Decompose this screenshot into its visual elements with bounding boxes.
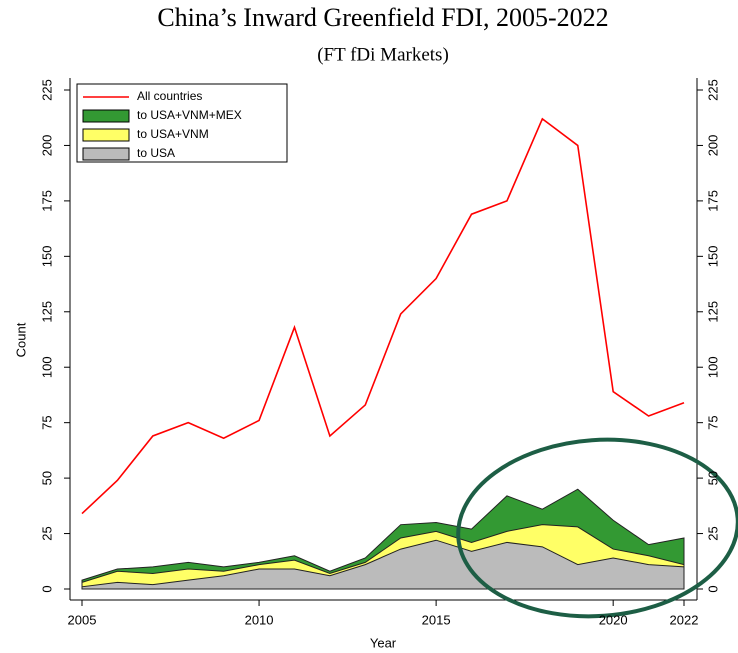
legend-swatch [82,109,130,123]
legend: All countries to USA+VNM+MEX to USA+VNM to … [76,83,288,163]
y2-tick-label: 225 [705,79,720,101]
y-tick-label: 100 [39,356,54,378]
y-tick-label: 175 [39,190,54,212]
y-tick-label: 150 [39,245,54,267]
y-tick-label: 25 [39,526,54,540]
y-tick-label: 0 [39,585,54,592]
y2-tick-label: 100 [705,356,720,378]
y2-tick-label: 125 [705,301,720,323]
legend-swatch [82,128,130,142]
y2-tick-label: 0 [705,585,720,592]
y-tick-label: 75 [39,415,54,429]
y-tick-label: 125 [39,301,54,323]
y2-tick-label: 25 [705,526,720,540]
legend-label: to USA+VNM+MEX [137,108,242,122]
legend-label: to USA+VNM [137,127,209,141]
line [81,117,685,515]
legend-label: All countries [137,89,202,103]
y2-tick-label: 200 [705,135,720,157]
x-tick-label: 2015 [422,612,451,627]
chart-title: China’s Inward Greenfield FDI, 2005-2022 [157,3,608,32]
y2-tick-label: 50 [705,471,720,485]
chart-subtitle: (FT fDi Markets) [317,44,449,65]
y2-tick-label: 175 [705,190,720,212]
y-tick-label: 225 [39,79,54,101]
legend-swatch [82,147,130,161]
x-axis-title: Year [370,635,397,650]
y-axis-title: Count [13,322,28,357]
x-tick-label: 2010 [245,612,274,627]
area [81,539,685,590]
y2-tick-label: 75 [705,415,720,429]
x-tick-label: 2022 [670,612,699,627]
y-tick-label: 50 [39,471,54,485]
y-tick-label: 200 [39,135,54,157]
plot [81,117,685,590]
x-tick-label: 2005 [68,612,97,627]
y2-tick-label: 150 [705,245,720,267]
legend-label: to USA [137,146,175,160]
x-tick-label: 2020 [599,612,628,627]
